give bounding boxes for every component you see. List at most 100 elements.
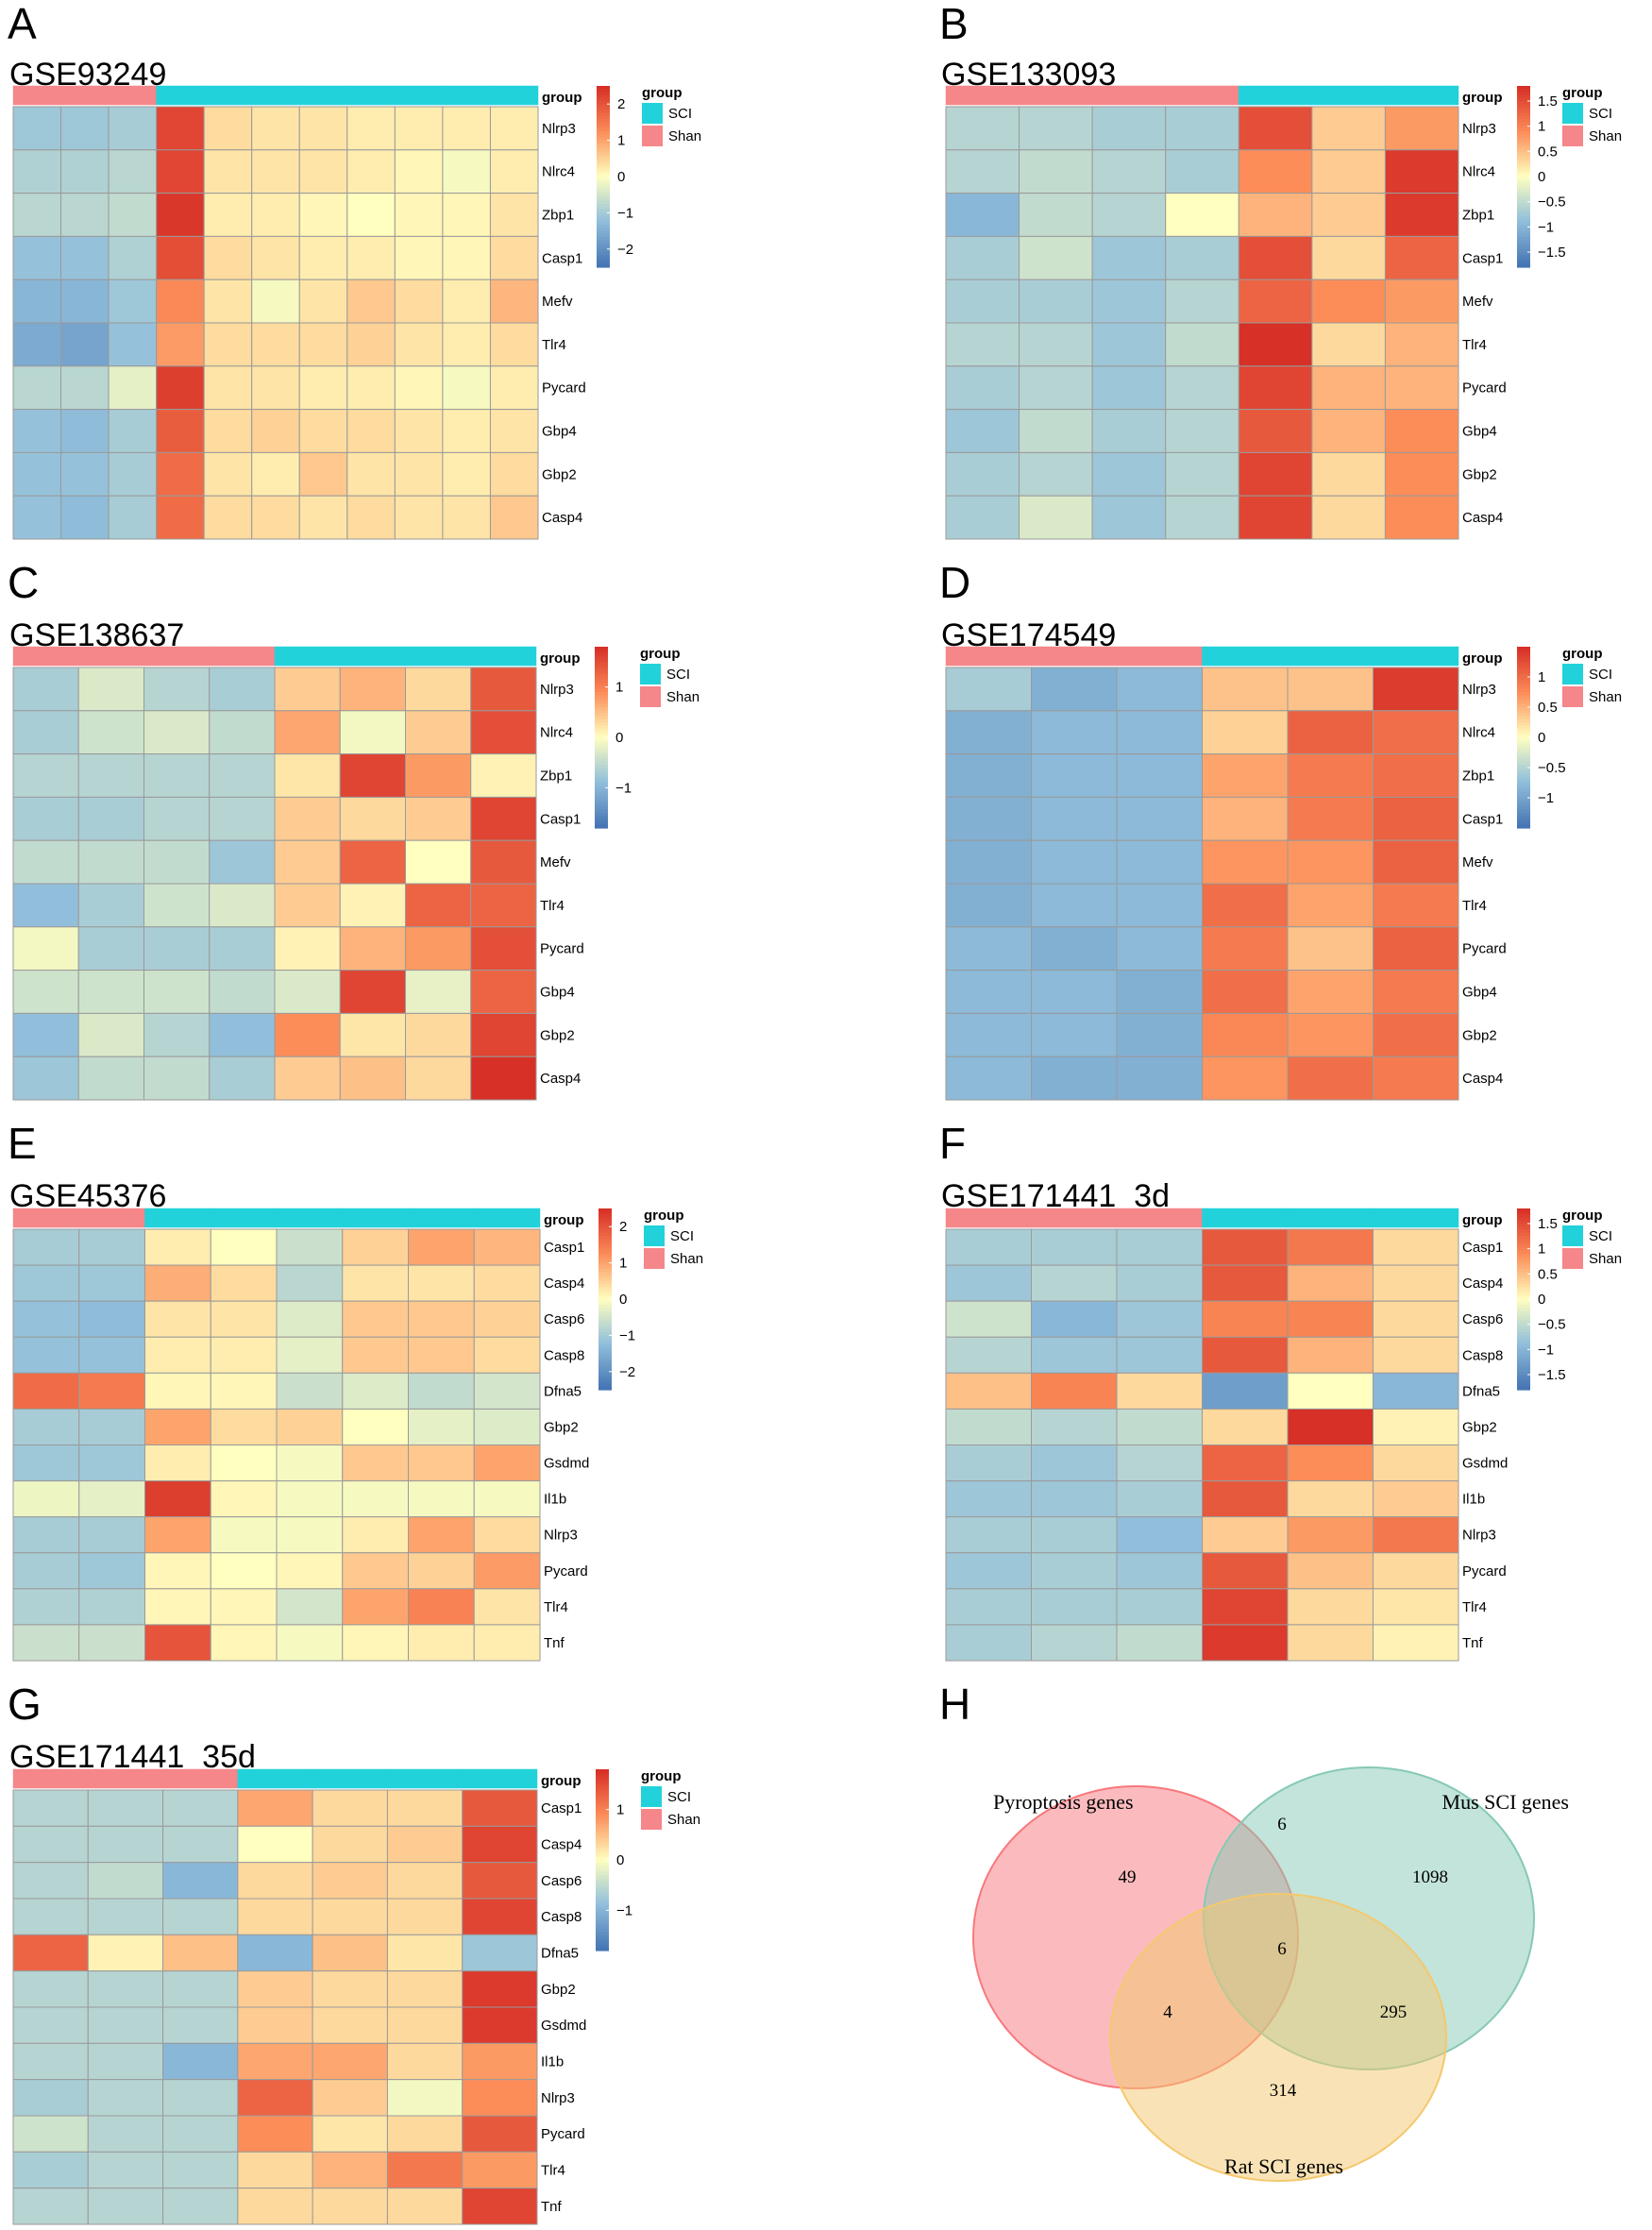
- color-scale-segment: [595, 647, 608, 650]
- heatmap-cell: [470, 710, 537, 755]
- color-scale-segment: [1517, 1317, 1530, 1321]
- heatmap-cell: [1091, 193, 1167, 237]
- color-scale-segment: [598, 1362, 612, 1366]
- heatmap-cell: [489, 495, 539, 540]
- color-scale-segment: [595, 725, 608, 729]
- color-scale-segment: [598, 1335, 612, 1340]
- heatmap-cell: [156, 279, 205, 324]
- heatmap-cell: [276, 1372, 344, 1410]
- gene-row-label: Gbp2: [542, 466, 577, 482]
- group-annotation-cell: [1373, 1208, 1459, 1228]
- color-scale-segment: [597, 134, 610, 138]
- color-scale-tick-label: −0.5: [1538, 760, 1566, 776]
- gene-row-label: Nlrp3: [1462, 121, 1496, 137]
- panel-label-e: E: [8, 1119, 37, 1168]
- heatmap-cell: [274, 796, 341, 841]
- heatmap-cell: [945, 235, 1020, 280]
- group-legend-label: SCI: [667, 1789, 691, 1805]
- heatmap-cell: [78, 1300, 145, 1338]
- heatmap-cell: [156, 409, 205, 453]
- color-scale-segment: [1517, 1290, 1530, 1294]
- heatmap-cell: [78, 1372, 145, 1410]
- color-scale-segment: [1517, 1314, 1530, 1318]
- color-scale-segment: [596, 1947, 609, 1951]
- heatmap-cell: [12, 1372, 80, 1410]
- color-scale-segment: [1517, 749, 1530, 753]
- color-scale-segment: [1517, 677, 1530, 681]
- heatmap-cell: [1202, 970, 1289, 1014]
- heatmap-cell: [945, 883, 1032, 928]
- heatmap-cell: [1287, 1552, 1374, 1590]
- color-scale-segment: [1517, 1365, 1530, 1370]
- heatmap-cell: [12, 409, 62, 453]
- color-scale-segment: [1517, 743, 1530, 748]
- color-scale-segment: [1517, 1356, 1530, 1360]
- color-scale-segment: [598, 1375, 612, 1378]
- color-scale-segment: [1517, 1320, 1530, 1325]
- gene-row-label: Dfna5: [544, 1383, 582, 1399]
- group-legend-label: Shan: [668, 128, 701, 144]
- color-scale-segment: [1517, 1302, 1530, 1306]
- color-scale-segment: [1517, 1377, 1530, 1381]
- color-scale-segment: [597, 173, 610, 177]
- heatmap-title-d: GSE174549: [941, 617, 1117, 653]
- heatmap-cell: [470, 1056, 537, 1101]
- color-scale-segment: [1517, 1242, 1530, 1245]
- heatmap-cell: [394, 149, 444, 194]
- color-scale-tick-label: 0: [1538, 1292, 1545, 1308]
- color-scale-segment: [597, 86, 610, 90]
- color-scale-segment: [1517, 116, 1530, 120]
- color-scale-segment: [1517, 1208, 1530, 1212]
- heatmap-cell: [203, 279, 253, 324]
- color-scale-segment: [1517, 1350, 1530, 1355]
- heatmap-cell: [473, 1552, 541, 1590]
- group-legend-label: Shan: [1589, 689, 1622, 705]
- color-scale-segment: [1517, 798, 1530, 802]
- heatmap-cell: [60, 365, 110, 411]
- heatmap-cell: [1031, 1336, 1118, 1374]
- heatmap-cell: [162, 1934, 239, 1972]
- color-scale-segment: [596, 1769, 609, 1773]
- color-scale-segment: [1517, 1323, 1530, 1327]
- heatmap-d: group Nlrp3 Nlrc4 Zbp1 Casp1 Mefv Tlr4 Pycard Gb…: [945, 646, 1622, 1101]
- color-scale-segment: [1517, 737, 1530, 741]
- color-scale-segment: [1517, 233, 1530, 238]
- color-scale-segment: [597, 89, 610, 93]
- heatmap-cell: [144, 1336, 211, 1374]
- color-scale-segment: [596, 1805, 609, 1810]
- color-scale-segment: [1517, 806, 1530, 811]
- color-scale-segment: [595, 801, 608, 804]
- gene-row-label: Casp1: [541, 1800, 582, 1816]
- color-scale-segment: [595, 752, 608, 756]
- color-scale-segment: [1517, 692, 1530, 696]
- heatmap-cell: [1202, 1372, 1289, 1410]
- gene-row-label: Nlrp3: [1462, 1528, 1496, 1544]
- heatmap-cell: [162, 2006, 239, 2044]
- heatmap-cell: [473, 1480, 541, 1518]
- color-scale-segment: [595, 809, 608, 814]
- color-scale-segment: [597, 122, 610, 127]
- heatmap-cell: [78, 1228, 145, 1266]
- color-scale-segment: [598, 1229, 612, 1234]
- heatmap-cell: [470, 883, 537, 928]
- color-scale-segment: [1517, 200, 1530, 205]
- color-scale-segment: [598, 1226, 612, 1230]
- gene-row-label: Dfna5: [541, 1946, 579, 1962]
- heatmap-cell: [108, 193, 158, 237]
- color-scale-segment: [596, 1823, 609, 1828]
- heatmap-cell: [346, 193, 396, 237]
- color-scale-segment: [597, 200, 610, 205]
- group-legend-swatch: [641, 1809, 662, 1830]
- gene-row-label: Casp1: [544, 1240, 584, 1256]
- color-scale-segment: [598, 1265, 612, 1270]
- color-scale-segment: [597, 179, 610, 183]
- heatmap-cell: [1373, 1012, 1459, 1057]
- heatmap-cell: [251, 279, 300, 324]
- color-scale-segment: [597, 240, 610, 244]
- gene-row-label: Pycard: [1462, 380, 1507, 397]
- heatmap-cell: [1287, 883, 1374, 928]
- color-scale-segment: [595, 755, 608, 759]
- heatmap-cell: [473, 1228, 541, 1266]
- group-header-label: group: [544, 1212, 584, 1228]
- gene-row-label: Mefv: [1462, 294, 1493, 310]
